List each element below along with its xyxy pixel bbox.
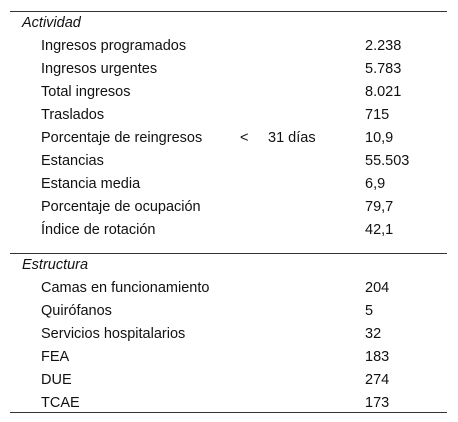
row-threshold: 31 días [268,130,316,146]
row-value: 5 [365,303,374,319]
row-label: TCAE [41,395,80,411]
row-value: 2.238 [365,38,402,54]
row-operator: < [240,130,249,146]
row-value: 10,9 [365,130,394,146]
top-rule [10,11,447,12]
row-label: Porcentaje de ocupación [41,199,201,215]
section-title: Estructura [22,257,89,273]
row-value: 274 [365,372,390,388]
row-label: Porcentaje de reingresos [41,130,203,146]
row-value: 204 [365,280,390,296]
row-label: DUE [41,372,72,388]
row-label: Índice de rotación [41,222,156,238]
row-value: 6,9 [365,176,386,192]
row-label: Estancias [41,153,104,169]
row-label: Camas en funcionamiento [41,280,210,296]
row-label: Total ingresos [41,84,131,100]
row-value: 42,1 [365,222,394,238]
row-label: Ingresos urgentes [41,61,158,77]
row-label: Ingresos programados [41,38,187,54]
row-value: 5.783 [365,61,402,77]
section-rule [10,253,447,254]
bottom-rule [10,412,447,413]
row-label: FEA [41,349,70,365]
row-label: Traslados [41,107,105,123]
row-value: 79,7 [365,199,394,215]
row-value: 32 [365,326,382,342]
row-value: 173 [365,395,390,411]
row-value: 715 [365,107,390,123]
row-label: Quirófanos [41,303,112,319]
row-value: 8.021 [365,84,402,100]
row-value: 55.503 [365,153,410,169]
row-label: Servicios hospitalarios [41,326,186,342]
row-label: Estancia media [41,176,141,192]
section-title: Actividad [22,15,81,31]
row-value: 183 [365,349,390,365]
